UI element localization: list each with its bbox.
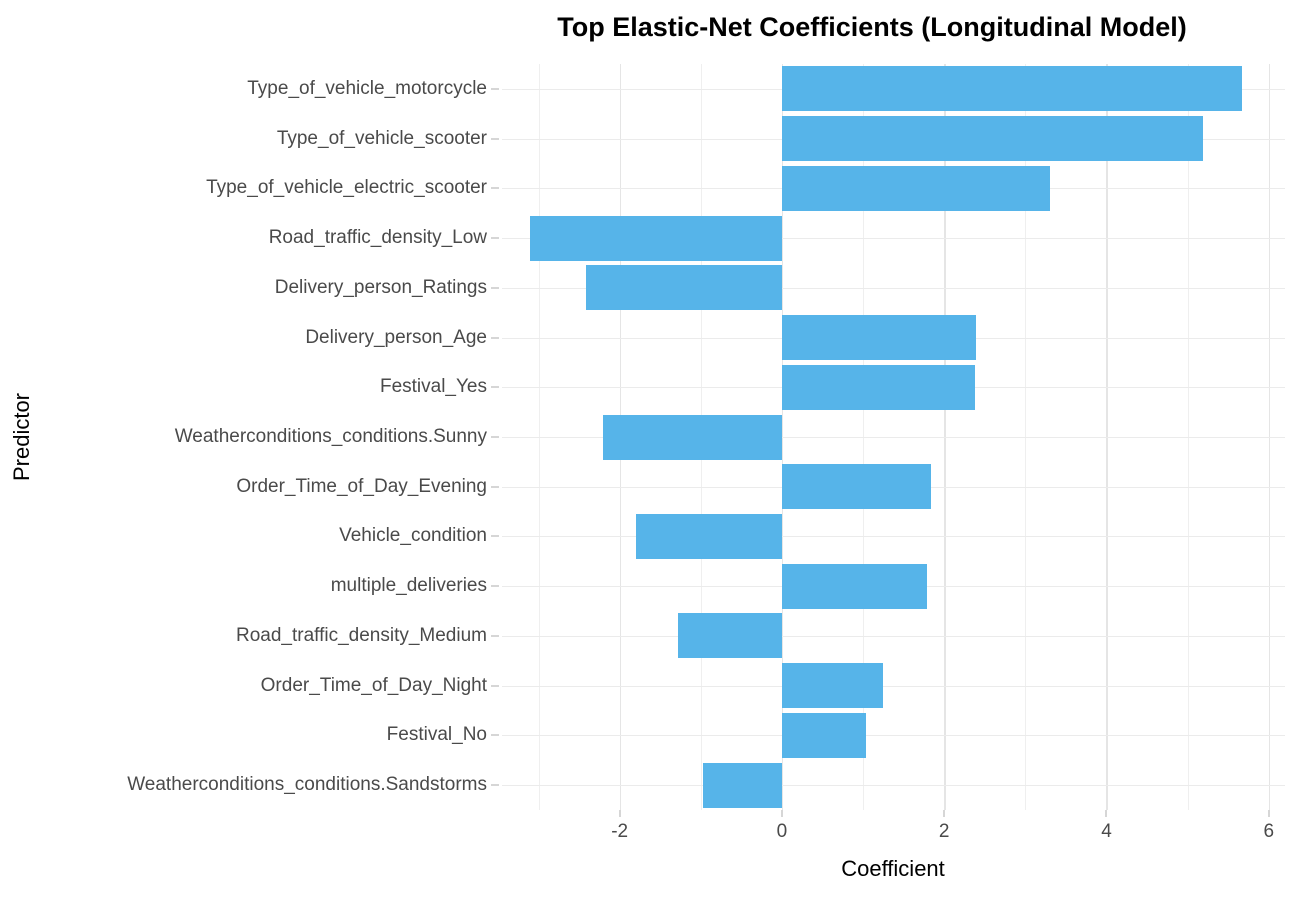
x-tick-label: 0 [776,821,788,842]
x-tick-label: 2 [938,821,950,842]
y-tick-mark [491,684,499,687]
row-gridline [502,785,1285,787]
x-axis-title: Coefficient [841,856,945,881]
bar-Road_traffic_density_Low [530,215,782,261]
y-tick-label: Festival_Yes [379,376,487,398]
y-tick-mark [491,137,499,140]
bar-Type_of_vehicle_electric_scooter [781,165,1051,211]
x-tick-mark [943,810,946,817]
y-tick-mark [491,187,499,190]
bar-Order_Time_of_Day_Evening [781,464,932,510]
row-gridline [502,437,1285,438]
y-tick-mark [491,784,499,787]
y-tick-mark [491,734,499,737]
row-gridline [502,238,1285,240]
y-tick-label: Type_of_vehicle_motorcycle [247,77,487,99]
y-tick-mark [491,336,499,339]
y-tick-label: Type_of_vehicle_scooter [276,127,487,149]
bar-Weatherconditions_conditions.Sunny [602,414,782,460]
y-tick-label: Type_of_vehicle_electric_scooter [206,177,487,199]
row-gridline [502,536,1285,538]
row-gridline [502,735,1285,737]
y-tick-mark [491,386,499,389]
x-tick-mark [618,810,621,817]
y-tick-label: Festival_No [386,724,487,746]
y-tick-label: multiple_deliveries [330,575,487,597]
bar-Type_of_vehicle_scooter [781,116,1204,162]
y-tick-label: Vehicle_condition [339,525,487,547]
chart-title: Top Elastic-Net Coefficients (Longitudin… [557,12,1187,42]
x-tick-label: 4 [1101,821,1112,842]
x-tick-mark [780,810,783,817]
y-tick-label: Weatherconditions_conditions.Sunny [174,426,487,447]
y-tick-mark [491,436,499,438]
bar-Festival_Yes [781,364,976,410]
row-gridline [502,635,1285,637]
y-tick-label: Weatherconditions_conditions.Sandstorms [127,774,487,796]
row-gridline [502,287,1285,289]
y-tick-label: Road_traffic_density_Medium [235,624,487,646]
y-tick-mark [491,286,499,289]
x-tick-mark [1105,810,1108,817]
y-tick-mark [491,485,499,488]
y-tick-label: Order_Time_of_Day_Evening [236,475,487,497]
y-tick-mark [491,87,499,90]
y-tick-label: Order_Time_of_Day_Night [260,674,487,696]
bar-Road_traffic_density_Medium [678,613,782,659]
x-tick-mark [1267,810,1270,817]
row-gridline [502,685,1285,687]
x-tick-label: -2 [611,821,629,842]
y-tick-mark [491,535,499,538]
bar-multiple_deliveries [781,563,928,609]
y-tick-label: Road_traffic_density_Low [268,227,487,249]
y-tick-mark [491,634,499,637]
bar-Weatherconditions_conditions.Sandstorms [703,762,782,808]
bar-Vehicle_condition [635,513,782,559]
bar-Festival_No [781,712,867,758]
y-tick-label: Delivery_person_Age [305,326,487,348]
bar-Delivery_person_Age [781,315,976,361]
y-tick-mark [491,237,499,240]
y-tick-mark [491,585,499,588]
plot-panel [502,64,1285,810]
bar-Order_Time_of_Day_Night [781,663,883,709]
bar-Type_of_vehicle_motorcycle [781,66,1242,112]
bar-Delivery_person_Ratings [585,265,782,311]
x-tick-label: 6 [1263,821,1275,842]
y-tick-label: Delivery_person_Ratings [274,276,487,298]
